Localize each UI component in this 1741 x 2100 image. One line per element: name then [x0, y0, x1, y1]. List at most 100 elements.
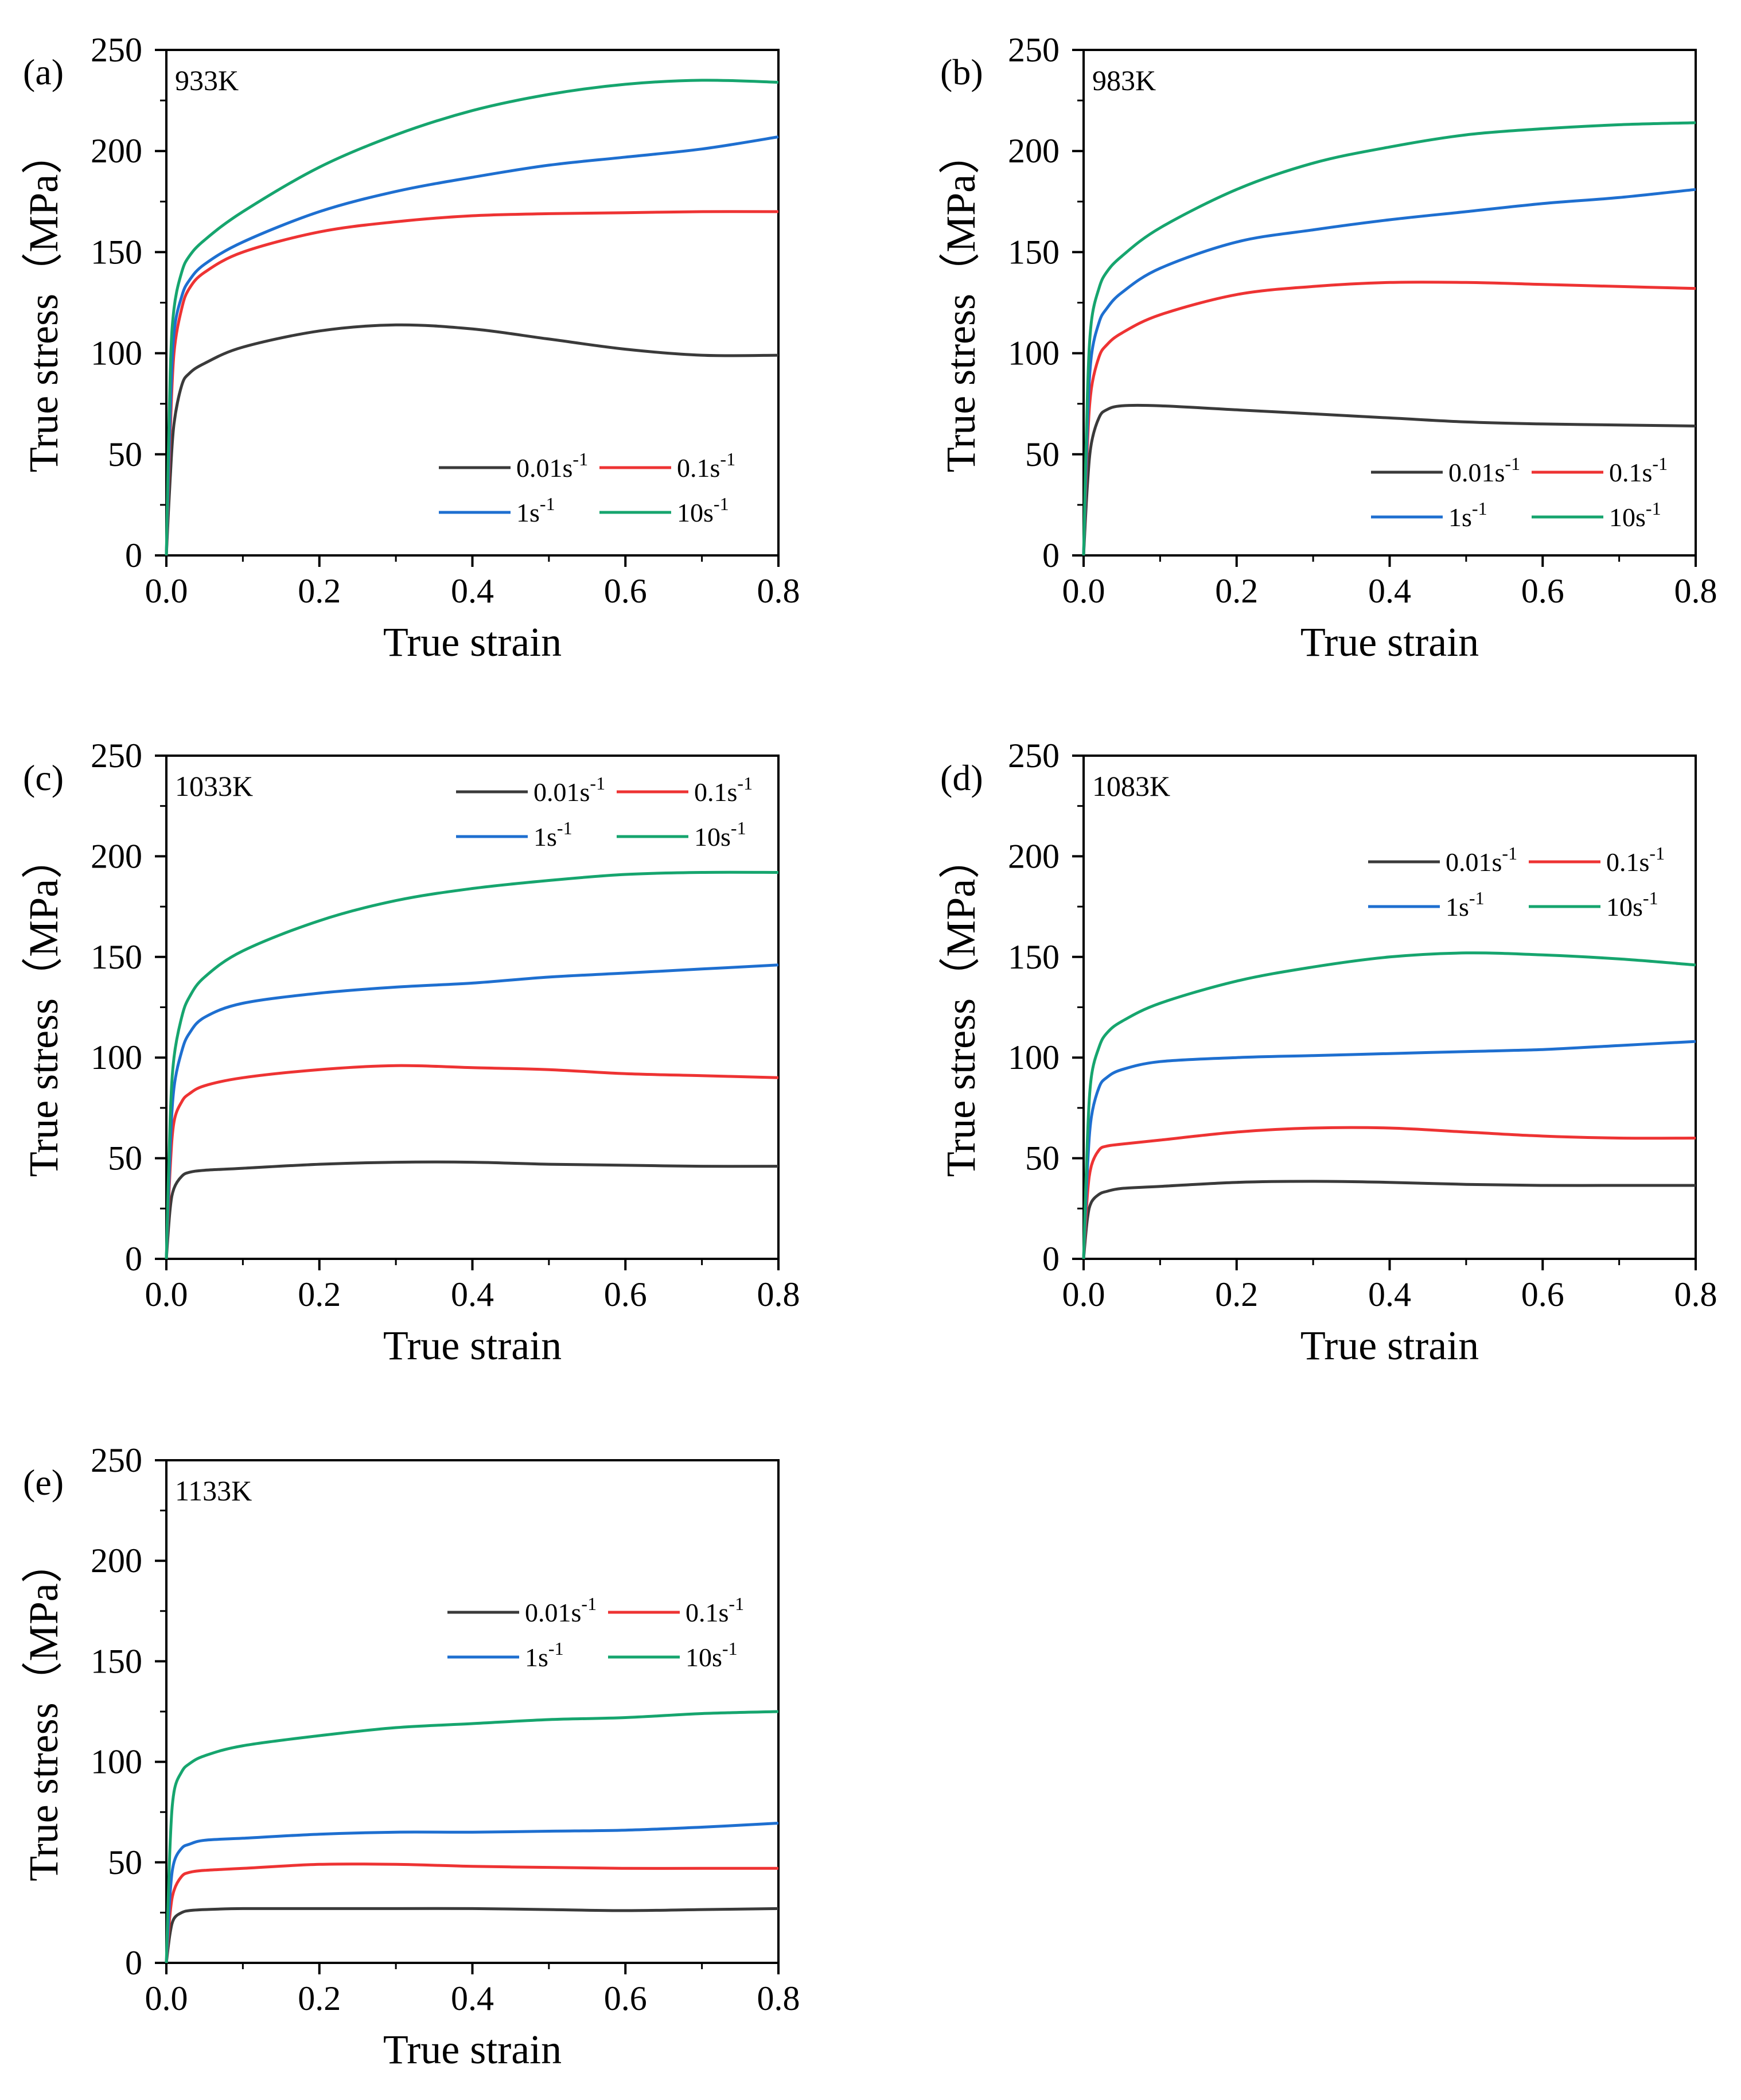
series-line-1s — [165, 135, 779, 556]
chart-panel-e: 0.0 0.2 0.4 0.6 0.8 0 50 100 150 200 250 True strai… — [21, 1441, 800, 2072]
y-tick-label: 50 — [1025, 435, 1060, 473]
legend-label-10s: 10s-1 — [677, 493, 729, 527]
x-tick-label: 0.6 — [1521, 572, 1564, 610]
x-tick-label: 0.2 — [1215, 1275, 1258, 1313]
chart-panel-a: 0.0 0.2 0.4 0.6 0.8 0 50 100 150 200 250 True strai… — [21, 31, 800, 665]
legend-label-1s: 1s-1 — [525, 1638, 564, 1672]
y-tick-label: 200 — [91, 837, 142, 875]
y-tick-label: 50 — [108, 435, 142, 473]
legend-label-0.1s: 0.1s-1 — [1606, 843, 1665, 877]
legend-label-10s: 10s-1 — [1609, 498, 1661, 532]
series-line-1s — [165, 1822, 779, 1963]
chart-panel-b: 0.0 0.2 0.4 0.6 0.8 0 50 100 150 200 250 True strai… — [938, 31, 1717, 665]
legend-label-0.1s: 0.1s-1 — [694, 773, 753, 807]
y-tick-label: 100 — [91, 1743, 142, 1781]
series-line-0.01s — [165, 1160, 779, 1259]
y-axis-title: True stress（MPa） — [21, 1542, 67, 1881]
legend-label-1s: 1s-1 — [533, 818, 572, 851]
x-tick-label: 0.6 — [604, 1275, 647, 1313]
series-line-10s — [1082, 121, 1696, 556]
legend-label-0.1s: 0.1s-1 — [686, 1593, 744, 1627]
x-tick-label: 0.0 — [1062, 1275, 1105, 1313]
y-tick-label: 150 — [1008, 233, 1060, 271]
y-tick-label: 0 — [1042, 536, 1060, 574]
x-axis-title: True strain — [383, 1323, 562, 1368]
y-tick-label: 200 — [1008, 837, 1060, 875]
x-tick-label: 0.0 — [1062, 572, 1105, 610]
x-axis-title: True strain — [383, 619, 562, 665]
y-tick-label: 150 — [91, 233, 142, 271]
y-tick-label: 100 — [1008, 1039, 1060, 1076]
y-tick-label: 250 — [91, 1441, 142, 1479]
x-tick-label: 0.8 — [1674, 1275, 1717, 1313]
panel-label: (b) — [940, 52, 983, 92]
y-tick-label: 150 — [1008, 938, 1060, 976]
y-tick-label: 0 — [125, 1240, 142, 1278]
panel-label: (e) — [23, 1462, 64, 1503]
legend-label-0.1s: 0.1s-1 — [677, 449, 735, 483]
temperature-label: 983K — [1092, 64, 1156, 96]
x-tick-label: 0.2 — [298, 1980, 341, 2017]
x-tick-label: 0.2 — [1215, 572, 1258, 610]
x-tick-label: 0.6 — [604, 572, 647, 610]
series-line-0.1s — [1082, 1126, 1696, 1259]
legend-label-10s: 10s-1 — [694, 818, 746, 851]
legend: 0.01s-1 0.1s-1 1s-1 10s-1 — [439, 449, 735, 527]
x-tick-label: 0.4 — [1368, 572, 1411, 610]
y-tick-label: 100 — [91, 335, 142, 372]
y-tick-label: 250 — [91, 737, 142, 775]
y-axis-title: True stress（MPa） — [938, 838, 984, 1177]
legend-label-0.01s: 0.01s-1 — [533, 773, 605, 807]
series-line-0.1s — [1082, 281, 1696, 556]
y-tick-label: 0 — [125, 1944, 142, 1982]
series-line-0.01s — [1082, 403, 1696, 556]
series-line-0.1s — [165, 1064, 779, 1259]
y-tick-label: 250 — [1008, 737, 1060, 775]
panel-label: (d) — [940, 757, 983, 798]
legend-label-10s: 10s-1 — [686, 1638, 738, 1672]
legend: 0.01s-1 0.1s-1 1s-1 10s-1 — [1368, 843, 1665, 921]
x-tick-label: 0.0 — [145, 572, 188, 610]
x-axis-title: True strain — [1300, 619, 1479, 665]
plot-frame — [165, 1459, 780, 1964]
legend-label-1s: 1s-1 — [1448, 498, 1487, 532]
series-line-1s — [1082, 188, 1696, 556]
series-line-10s — [1082, 951, 1696, 1259]
x-tick-label: 0.0 — [145, 1275, 188, 1313]
temperature-label: 1133K — [175, 1475, 252, 1507]
y-tick-label: 150 — [91, 1642, 142, 1680]
x-tick-label: 0.8 — [757, 1980, 800, 2017]
legend: 0.01s-1 0.1s-1 1s-1 10s-1 — [1371, 453, 1668, 532]
legend-label-0.01s: 0.01s-1 — [525, 1593, 597, 1627]
panel-label: (a) — [23, 52, 64, 92]
x-tick-label: 0.0 — [145, 1980, 188, 2017]
y-tick-label: 0 — [1042, 1240, 1060, 1278]
temperature-label: 1083K — [1092, 770, 1170, 802]
x-tick-label: 0.8 — [1674, 572, 1717, 610]
legend-label-0.01s: 0.01s-1 — [516, 449, 588, 483]
x-tick-label: 0.2 — [298, 1275, 341, 1313]
legend-label-0.01s: 0.01s-1 — [1448, 453, 1520, 487]
plot-frame — [165, 755, 780, 1260]
y-tick-label: 150 — [91, 938, 142, 976]
panel-label: (c) — [23, 757, 64, 798]
legend-label-1s: 1s-1 — [516, 493, 555, 527]
y-tick-label: 200 — [91, 132, 142, 170]
y-axis-title: True stress（MPa） — [938, 133, 984, 472]
x-tick-label: 0.4 — [451, 1275, 494, 1313]
y-tick-label: 50 — [1025, 1140, 1060, 1177]
legend: 0.01s-1 0.1s-1 1s-1 10s-1 — [447, 1593, 744, 1672]
y-tick-label: 0 — [125, 536, 142, 574]
y-axis-title: True stress（MPa） — [21, 133, 67, 472]
series-line-10s — [165, 870, 779, 1259]
legend-label-1s: 1s-1 — [1446, 888, 1485, 921]
y-tick-label: 50 — [108, 1844, 142, 1881]
y-tick-label: 200 — [91, 1542, 142, 1580]
legend-label-0.1s: 0.1s-1 — [1609, 453, 1668, 487]
x-tick-label: 0.6 — [604, 1980, 647, 2017]
series-line-10s — [165, 1710, 779, 1963]
legend-label-0.01s: 0.01s-1 — [1446, 843, 1517, 877]
series-line-0.01s — [1082, 1180, 1696, 1259]
x-tick-label: 0.4 — [451, 1980, 494, 2017]
